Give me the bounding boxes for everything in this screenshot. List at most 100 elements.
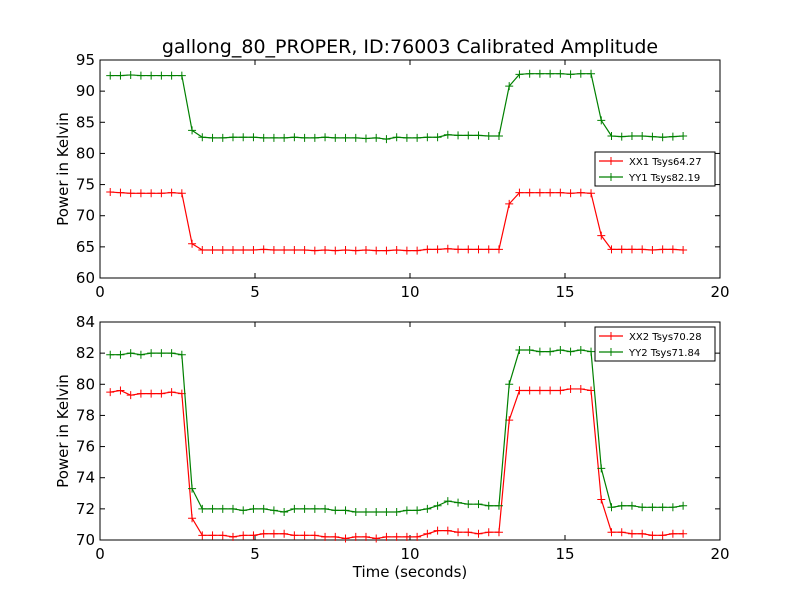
data-point xyxy=(587,189,596,198)
data-point xyxy=(321,245,330,254)
data-point xyxy=(126,349,135,358)
x-tick-label: 15 xyxy=(555,283,574,301)
data-point xyxy=(515,386,524,395)
data-point xyxy=(494,245,503,254)
y-tick-label: 82 xyxy=(76,344,95,362)
data-point xyxy=(198,504,207,513)
data-point xyxy=(106,350,115,359)
series-2 xyxy=(106,69,688,144)
data-point xyxy=(372,534,381,543)
data-point xyxy=(494,528,503,537)
data-point xyxy=(116,188,125,197)
data-point xyxy=(361,134,370,143)
data-point xyxy=(566,70,575,79)
data-point xyxy=(361,245,370,254)
data-point xyxy=(423,504,432,513)
y-tick-label: 76 xyxy=(76,438,95,456)
data-point xyxy=(239,245,248,254)
data-point xyxy=(433,526,442,535)
x-axis-label: Time (seconds) xyxy=(352,563,468,581)
data-point xyxy=(290,531,299,540)
data-point xyxy=(167,188,176,197)
data-point xyxy=(648,245,657,254)
data-point xyxy=(474,529,483,538)
data-point xyxy=(535,347,544,356)
legend-swatch-marker xyxy=(607,157,615,165)
data-point xyxy=(668,132,677,141)
y-tick-label: 60 xyxy=(76,269,95,287)
data-point xyxy=(638,131,647,140)
data-point xyxy=(280,245,289,254)
y-tick-label: 80 xyxy=(76,375,95,393)
data-point xyxy=(331,246,340,255)
data-point xyxy=(607,245,616,254)
data-point xyxy=(321,133,330,142)
data-point xyxy=(147,349,156,358)
y-tick-label: 85 xyxy=(76,113,95,131)
y-axis-label: Power in Kelvin xyxy=(54,374,72,488)
data-point xyxy=(556,346,565,355)
y-tick-label: 75 xyxy=(76,176,95,194)
data-point xyxy=(464,528,473,537)
data-point xyxy=(249,245,258,254)
data-point xyxy=(228,532,237,541)
data-point xyxy=(587,347,596,356)
data-point xyxy=(382,246,391,255)
data-point xyxy=(402,133,411,142)
data-point xyxy=(515,70,524,79)
data-point xyxy=(259,133,268,142)
data-point xyxy=(566,189,575,198)
legend-entry: YY2 Tsys71.84 xyxy=(628,348,700,359)
data-point xyxy=(392,532,401,541)
data-point xyxy=(239,133,248,142)
data-point xyxy=(413,506,422,515)
data-point xyxy=(505,82,514,91)
y-tick-label: 74 xyxy=(76,469,95,487)
data-point xyxy=(280,133,289,142)
data-point xyxy=(679,529,688,538)
data-point xyxy=(546,347,555,356)
data-point xyxy=(208,531,217,540)
x-tick-label: 10 xyxy=(400,283,419,301)
series-1 xyxy=(106,384,688,543)
data-point xyxy=(106,188,115,197)
data-point xyxy=(208,133,217,142)
data-point xyxy=(413,532,422,541)
plots-container: 0 5 10 15 20 60 65 70 75 80 85 90 95 Power in Kelvin X… xyxy=(54,51,730,581)
data-point xyxy=(587,386,596,395)
data-point xyxy=(116,350,125,359)
data-point xyxy=(535,386,544,395)
data-point xyxy=(106,71,115,80)
data-point xyxy=(597,495,606,504)
data-point xyxy=(310,133,319,142)
data-point xyxy=(300,531,309,540)
data-point xyxy=(249,133,258,142)
data-point xyxy=(126,70,135,79)
data-point xyxy=(239,506,248,515)
legend-swatch-marker xyxy=(607,332,615,340)
data-point xyxy=(300,245,309,254)
data-point xyxy=(638,245,647,254)
data-point xyxy=(617,501,626,510)
data-point xyxy=(679,501,688,510)
data-point xyxy=(351,246,360,255)
x-tick-label: 0 xyxy=(95,545,105,563)
data-point xyxy=(321,504,330,513)
data-point xyxy=(126,189,135,198)
data-point xyxy=(218,531,227,540)
data-point xyxy=(361,532,370,541)
data-point xyxy=(474,245,483,254)
data-point xyxy=(423,245,432,254)
data-point xyxy=(310,531,319,540)
data-point xyxy=(617,528,626,537)
data-point xyxy=(228,133,237,142)
data-point xyxy=(228,504,237,513)
legend-box xyxy=(594,326,716,362)
data-point xyxy=(423,529,432,538)
data-point xyxy=(249,531,258,540)
data-point xyxy=(484,131,493,140)
data-point xyxy=(525,188,534,197)
data-point xyxy=(167,71,176,80)
data-point xyxy=(269,506,278,515)
